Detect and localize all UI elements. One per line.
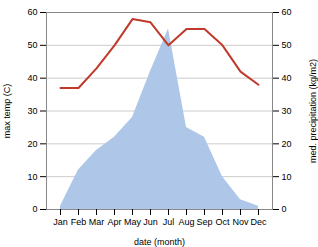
- svg-text:10: 10: [282, 172, 292, 182]
- svg-text:Dec: Dec: [250, 217, 267, 227]
- svg-text:May: May: [124, 217, 142, 227]
- svg-text:20: 20: [282, 139, 292, 149]
- svg-text:Mar: Mar: [89, 217, 105, 227]
- svg-text:20: 20: [27, 139, 37, 149]
- svg-text:max temp (C): max temp (C): [2, 84, 12, 139]
- svg-text:Feb: Feb: [71, 217, 87, 227]
- svg-text:30: 30: [27, 106, 37, 116]
- svg-text:Apr: Apr: [107, 217, 121, 227]
- svg-text:40: 40: [282, 73, 292, 83]
- svg-text:Aug: Aug: [178, 217, 194, 227]
- svg-text:Jan: Jan: [53, 217, 68, 227]
- svg-text:40: 40: [27, 73, 37, 83]
- svg-text:Nov: Nov: [232, 217, 249, 227]
- svg-text:60: 60: [282, 7, 292, 17]
- svg-text:60: 60: [27, 7, 37, 17]
- svg-text:Jun: Jun: [143, 217, 158, 227]
- svg-text:30: 30: [282, 106, 292, 116]
- svg-text:0: 0: [32, 204, 37, 214]
- svg-text:10: 10: [27, 172, 37, 182]
- svg-text:Sep: Sep: [196, 217, 212, 227]
- svg-text:med. precipitation (kg/m2): med. precipitation (kg/m2): [308, 59, 318, 163]
- svg-text:Jul: Jul: [163, 217, 175, 227]
- svg-text:date (month): date (month): [134, 237, 185, 247]
- svg-text:50: 50: [27, 40, 37, 50]
- svg-text:50: 50: [282, 40, 292, 50]
- svg-text:0: 0: [282, 204, 287, 214]
- svg-text:Oct: Oct: [215, 217, 230, 227]
